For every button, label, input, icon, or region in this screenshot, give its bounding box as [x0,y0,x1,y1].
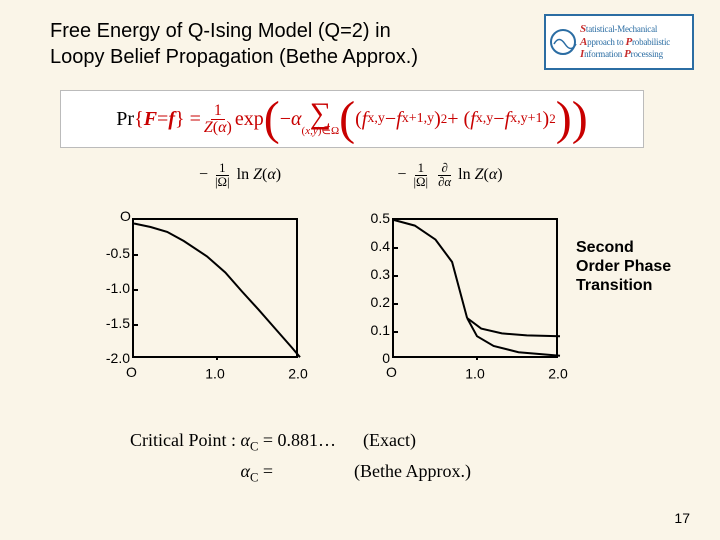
ytick: 0.3 [350,266,390,282]
ytick: -1.0 [90,280,130,296]
lab-logo: Statistical-Mechanical Approach to Proba… [544,14,694,70]
free-energy-chart: O -0.5 -1.0 -1.5 -2.0 O 1.0 2.0 [90,212,310,382]
main-equation: Pr{F = f} = 1Z(α) exp(−α ∑ (x,y)∈Ω ((fx,… [60,90,644,148]
ytick: -0.5 [90,245,130,261]
xtick: 1.0 [205,366,224,382]
curve-left [134,220,300,360]
xtick: 1.0 [465,366,484,382]
derivative-chart: 0.5 0.4 0.3 0.2 0.1 0 O 1.0 2.0 [350,212,570,382]
ytick: 0 [350,350,390,366]
title-line-1: Free Energy of Q-Ising Model (Q=2) in [50,18,418,44]
x-origin: O [386,364,397,380]
logo-graphic [550,29,576,55]
xtick: 2.0 [548,366,567,382]
ytick: 0.2 [350,294,390,310]
ytick: 0.4 [350,238,390,254]
free-energy-label: − 1|Ω| ln Z(α) [135,162,345,189]
ytick: -2.0 [90,350,130,366]
charts-row: O -0.5 -1.0 -1.5 -2.0 O 1.0 2.0 0.5 0.4 … [90,212,630,402]
page-number: 17 [674,510,690,526]
origin-label-left: O [120,208,131,224]
ytick: 0.1 [350,322,390,338]
plot-frame [392,218,558,358]
plot-frame [132,218,298,358]
derivative-label: − 1|Ω| ∂∂α ln Z(α) [345,162,555,189]
sub-equations: − 1|Ω| ln Z(α) − 1|Ω| ∂∂α ln Z(α) [135,162,555,189]
slide-title: Free Energy of Q-Ising Model (Q=2) in Lo… [50,18,418,70]
critical-row-2: Critical Point : αC = (Bethe Approx.) [130,461,471,486]
title-line-2: Loopy Belief Propagation (Bethe Approx.) [50,44,418,70]
phase-transition-note: Second Order Phase Transition [576,238,671,296]
critical-point-block: Critical Point : αC = 0.881… (Exact) Cri… [130,430,471,491]
xtick: 2.0 [288,366,307,382]
critical-row-1: Critical Point : αC = 0.881… (Exact) [130,430,471,455]
x-origin: O [126,364,137,380]
ytick: 0.5 [350,210,390,226]
curve-right [394,220,560,360]
ytick: -1.5 [90,315,130,331]
logo-text: Statistical-Mechanical Approach to Proba… [580,23,670,61]
